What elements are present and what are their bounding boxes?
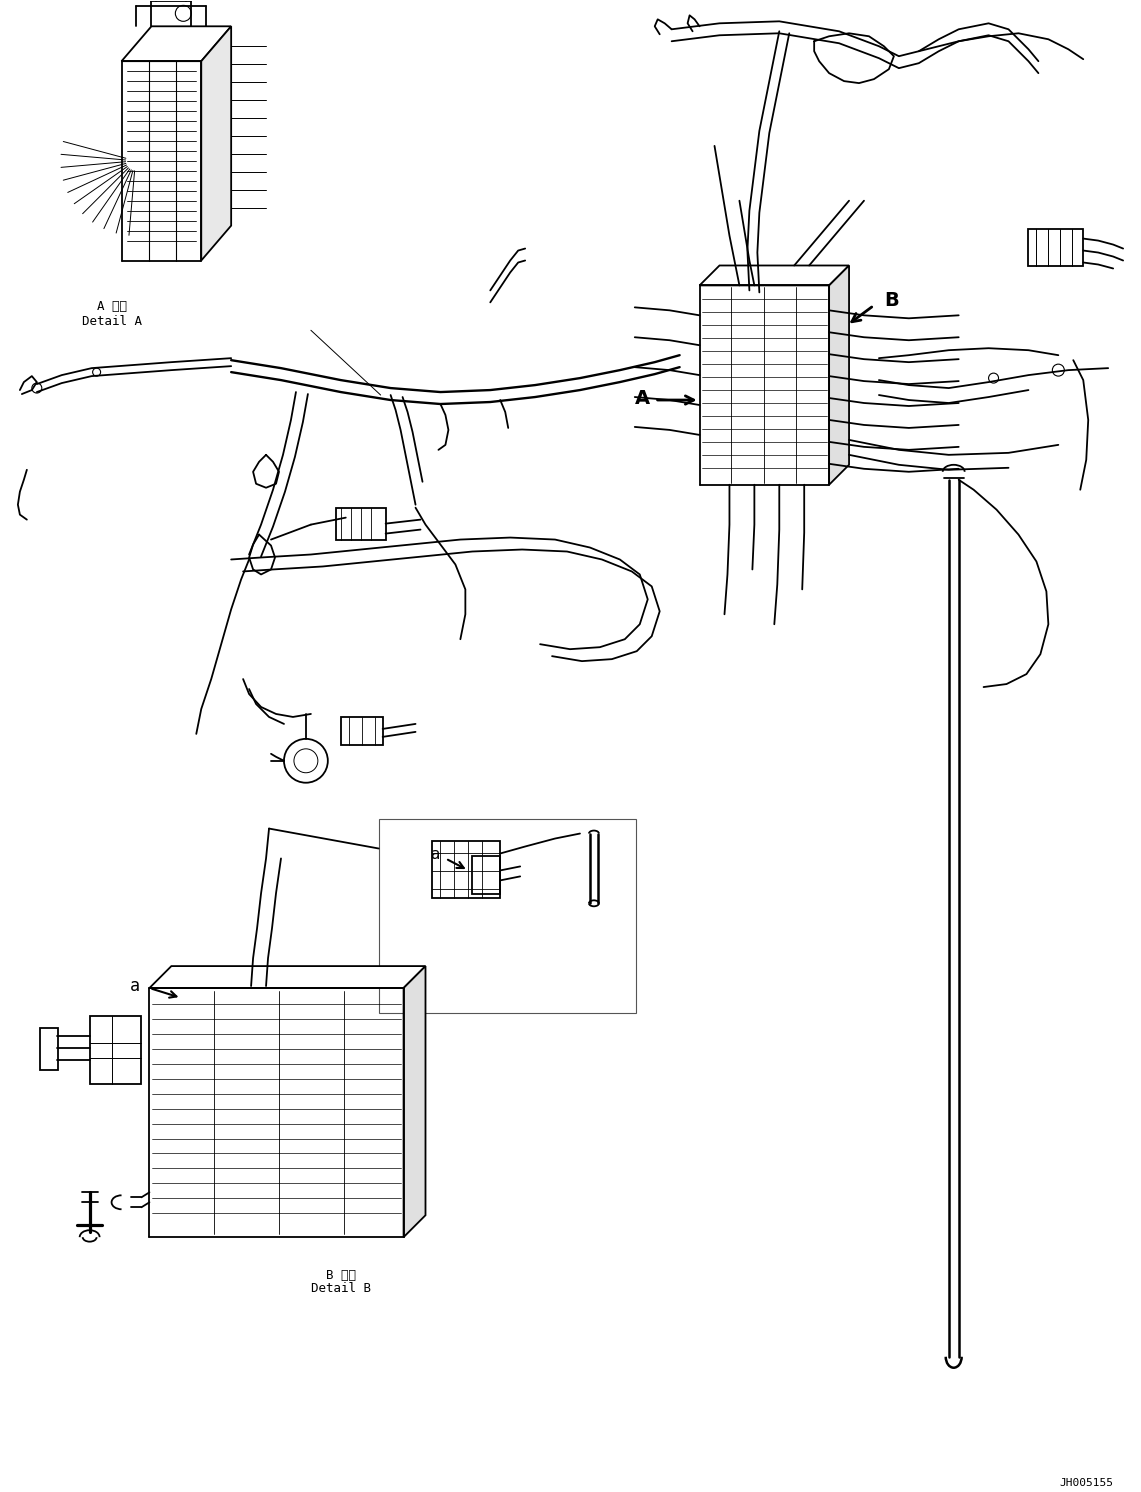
Text: Detail A: Detail A [81,315,141,328]
Bar [472,856,500,894]
Text: JH005155: JH005155 [1059,1479,1114,1489]
Text: a: a [431,847,440,862]
Text: a: a [129,977,139,995]
Bar [90,1016,141,1083]
Polygon shape [830,266,849,485]
Polygon shape [699,266,849,285]
Polygon shape [149,967,426,988]
Polygon shape [201,27,232,261]
Bar [379,819,636,1013]
Text: A 詳細: A 詳細 [97,300,127,313]
Bar [40,1028,58,1070]
Text: Detail B: Detail B [310,1282,371,1295]
Text: B: B [884,291,899,310]
Polygon shape [404,967,426,1237]
Bar [1028,228,1083,267]
Polygon shape [122,27,232,61]
Text: A: A [634,388,649,407]
Bar [432,840,500,898]
Text: B 詳細: B 詳細 [326,1270,356,1282]
Bar [341,718,382,745]
Bar [335,507,386,540]
